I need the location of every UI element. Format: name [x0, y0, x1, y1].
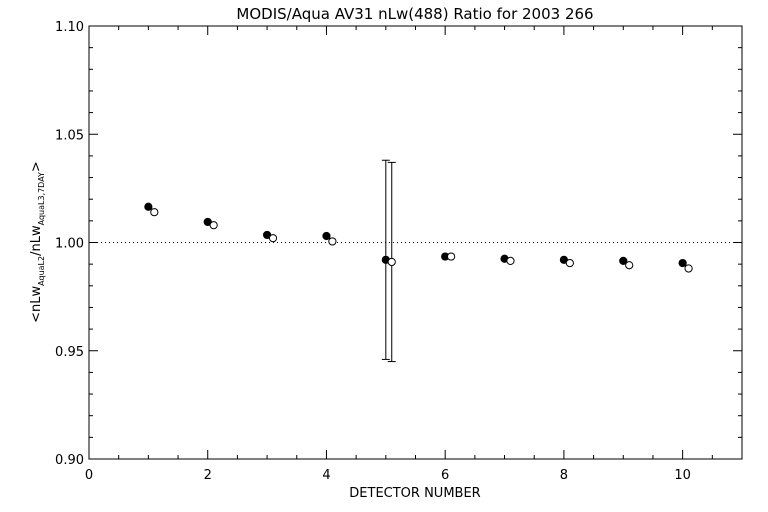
- data-points: [144, 202, 693, 273]
- y-axis-label: <nLwAquaL2/nLwAquaL3,7DAY>: [29, 161, 46, 323]
- y-tick-label: 1.00: [55, 237, 84, 252]
- y-tick-label: 0.95: [55, 345, 84, 360]
- x-tick-label: 8: [560, 468, 568, 483]
- x-tick-label: 4: [322, 468, 330, 483]
- y-tick-label: 1.10: [55, 20, 84, 35]
- open-data-point: [268, 234, 278, 243]
- open-data-point: [447, 252, 456, 261]
- x-tick-label: 6: [441, 468, 449, 483]
- plot-frame: [88, 25, 743, 460]
- filled-data-point: [144, 202, 153, 211]
- filled-data-point: [678, 258, 687, 268]
- axis-ticks: 0 2 4 6 8 10 0.90 0.95 1.00 1.05 1.10: [55, 20, 743, 483]
- open-data-point: [328, 237, 337, 246]
- open-data-point: [506, 256, 515, 266]
- y-tick-label: 0.90: [55, 453, 84, 468]
- open-data-point: [625, 261, 634, 270]
- y-label-close: >: [29, 161, 44, 172]
- open-data-point: [209, 221, 218, 230]
- open-data-point: [684, 264, 693, 273]
- y-label-sub1: AquaL2: [37, 256, 46, 286]
- filled-data-point: [322, 231, 331, 241]
- chart-title: MODIS/Aqua AV31 nLw(488) Ratio for 2003 …: [236, 5, 593, 23]
- x-axis-label: DETECTOR NUMBER: [349, 486, 480, 501]
- y-label-sub2: AquaL3,7DAY: [37, 172, 46, 225]
- y-label-mid: /nLw: [29, 225, 44, 256]
- x-tick-label: 10: [674, 468, 691, 483]
- open-data-point: [150, 208, 159, 217]
- y-label-open: <nLw: [29, 285, 44, 322]
- open-data-point: [565, 258, 574, 268]
- x-tick-label: 2: [204, 468, 212, 483]
- filled-data-point: [619, 256, 628, 266]
- x-tick-label: 0: [85, 468, 93, 483]
- open-data-point: [387, 257, 396, 267]
- y-tick-label: 1.05: [55, 128, 84, 143]
